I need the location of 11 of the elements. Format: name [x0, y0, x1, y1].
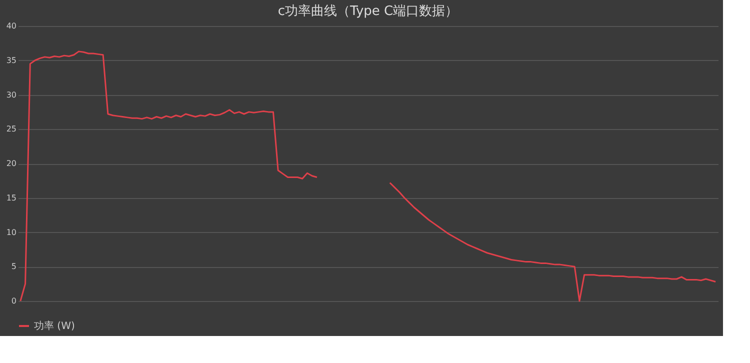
y-tick-label: 10 — [6, 228, 16, 237]
y-tick-label: 15 — [6, 193, 16, 202]
legend-label: 功率 (W) — [34, 320, 75, 332]
y-tick-label: 0 — [11, 296, 16, 306]
y-tick-label: 20 — [6, 159, 16, 168]
chart-title: c功率曲线（Type C端口数据） — [278, 3, 458, 19]
y-tick-label: 40 — [6, 22, 16, 30]
y-tick-label: 25 — [6, 124, 16, 134]
y-tick-label: 35 — [6, 56, 16, 65]
y-tick-label: 30 — [6, 90, 16, 100]
y-tick-label: 5 — [11, 262, 16, 272]
